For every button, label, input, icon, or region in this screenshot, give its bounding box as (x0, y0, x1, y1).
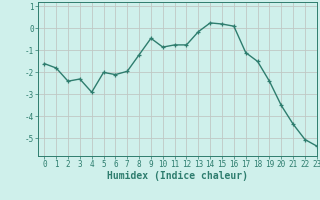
X-axis label: Humidex (Indice chaleur): Humidex (Indice chaleur) (107, 171, 248, 181)
